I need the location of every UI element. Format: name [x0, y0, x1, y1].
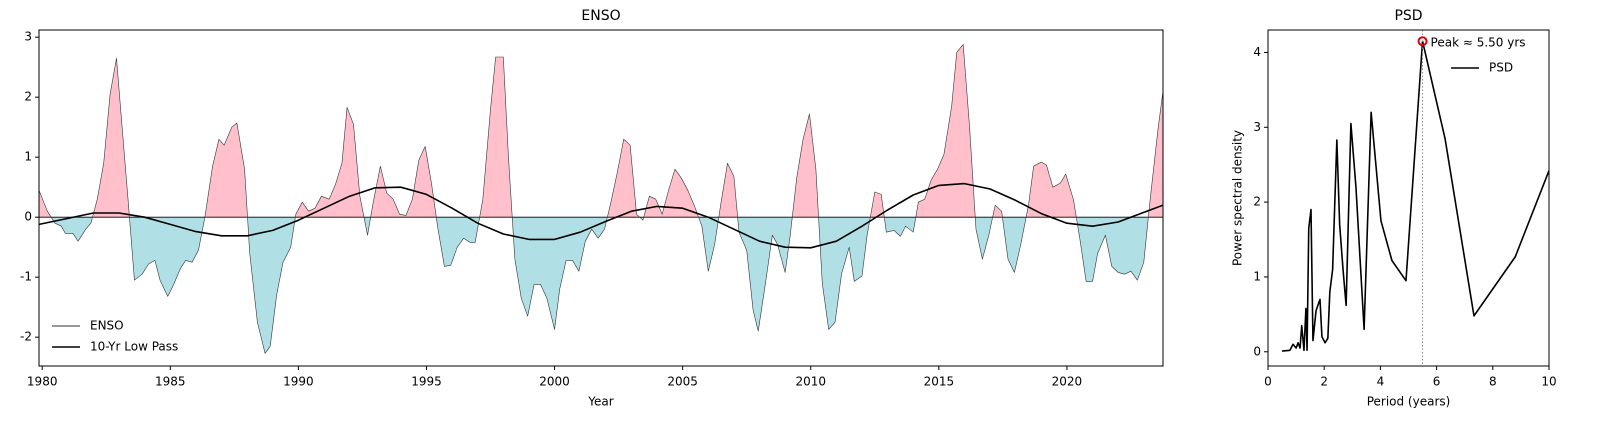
- y-tick-label: 4: [1253, 45, 1261, 59]
- legend-label: 10-Yr Low Pass: [90, 340, 178, 354]
- series-line: [1281, 40, 1549, 352]
- series-line: [39, 182, 1163, 249]
- chart-title: ENSO: [581, 8, 620, 24]
- area-above: [39, 44, 1163, 218]
- x-tick-label: 1980: [27, 375, 58, 389]
- x-tick-label: 8: [1489, 375, 1497, 389]
- y-tick-label: 2: [24, 90, 32, 104]
- legend-label: ENSO: [90, 319, 124, 333]
- series-line: [39, 44, 1163, 354]
- y-tick-label: 2: [1253, 195, 1261, 209]
- legend-label: PSD: [1489, 61, 1513, 75]
- chart-title: PSD: [1394, 8, 1422, 24]
- axes-frame: [1267, 29, 1550, 367]
- x-tick-label: 2010: [795, 375, 826, 389]
- x-tick-label: 2015: [924, 375, 955, 389]
- x-tick-label: 1990: [283, 375, 314, 389]
- area-below: [39, 217, 1163, 354]
- y-tick-label: 3: [24, 30, 32, 44]
- axes-frame: [38, 29, 1164, 367]
- x-tick-label: 0: [1264, 375, 1272, 389]
- y-tick-label: 3: [1253, 120, 1261, 134]
- y-axis-label: Power spectral density: [1231, 130, 1245, 266]
- x-axis-label: Year: [587, 395, 613, 409]
- y-tick-label: 1: [24, 150, 32, 164]
- y-tick-label: 1: [1253, 269, 1261, 283]
- y-tick-label: 0: [1253, 344, 1261, 358]
- x-tick-label: 4: [1377, 375, 1385, 389]
- x-tick-label: 1985: [155, 375, 186, 389]
- x-tick-label: 1995: [411, 375, 442, 389]
- peak-marker: [1417, 36, 1428, 47]
- x-tick-label: 10: [1541, 375, 1556, 389]
- x-tick-label: 2005: [667, 375, 698, 389]
- peak-annotation: Peak ≈ 5.50 yrs: [1431, 36, 1526, 50]
- y-tick-label: -2: [20, 330, 32, 344]
- x-tick-label: 6: [1433, 375, 1441, 389]
- x-axis-label: Period (years): [1367, 395, 1451, 409]
- x-tick-label: 2: [1320, 375, 1328, 389]
- x-tick-label: 2000: [539, 375, 570, 389]
- x-tick-label: 2020: [1052, 375, 1083, 389]
- y-tick-label: -1: [20, 270, 32, 284]
- y-tick-label: 0: [24, 210, 32, 224]
